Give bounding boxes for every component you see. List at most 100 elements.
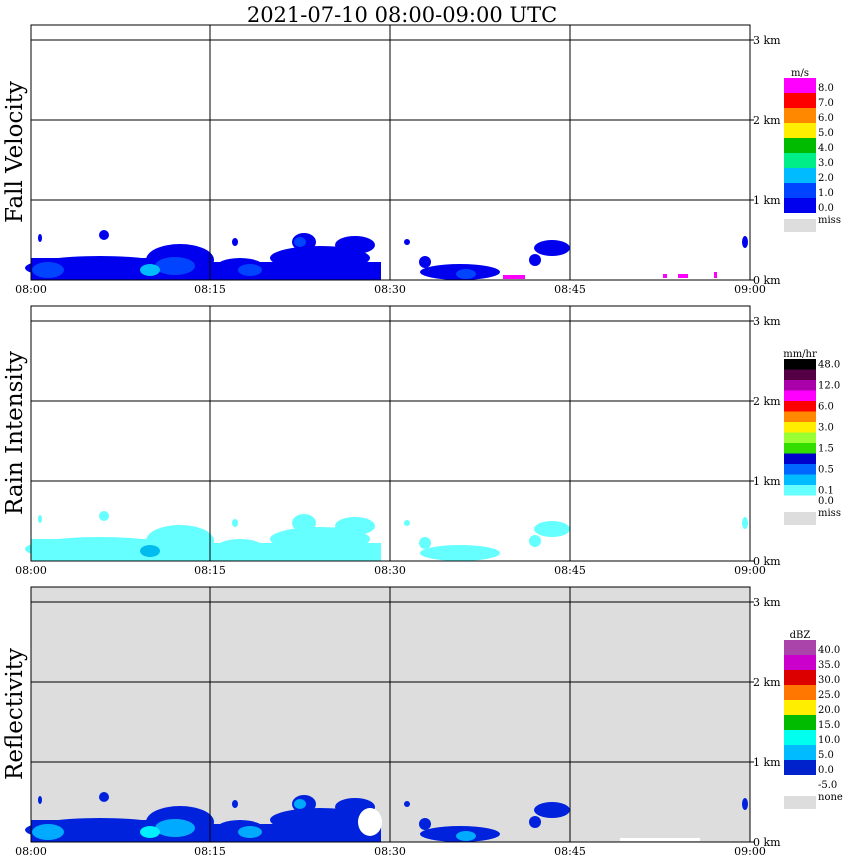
echo-speck	[404, 520, 410, 526]
legend-label: -5.0	[818, 780, 837, 791]
y-tick-label: 3 km	[753, 596, 781, 609]
legend-swatch	[784, 153, 816, 168]
legend-swatch	[784, 464, 816, 475]
echo-blob	[25, 256, 175, 280]
echo-blob	[25, 537, 175, 561]
legend-swatch	[784, 93, 816, 108]
echo-speck	[742, 517, 748, 529]
y-tick-label: 0 km	[753, 274, 781, 287]
legend-label: 10.0	[818, 735, 840, 746]
legend-label: 12.0	[818, 381, 840, 392]
echo-high	[663, 274, 667, 278]
y-tick-label: 2 km	[753, 395, 781, 408]
legend-label: 15.0	[818, 720, 840, 731]
echo-blob	[529, 816, 541, 828]
x-tick-label: 08:45	[554, 564, 586, 577]
echo-field	[25, 792, 748, 842]
legend-swatch	[784, 685, 816, 700]
y-tick-label: 3 km	[753, 34, 781, 47]
legend-label: 30.0	[818, 675, 840, 686]
echo-speck	[38, 234, 42, 242]
legend-swatch	[784, 183, 816, 198]
echo-blob	[534, 240, 570, 256]
echo-core	[140, 264, 160, 276]
echo-core	[238, 545, 262, 557]
x-tick-label: 08:00	[15, 845, 47, 858]
legend-miss-swatch	[784, 796, 816, 809]
y-tick-label: 1 km	[753, 194, 781, 207]
legend-swatch	[784, 401, 816, 412]
x-tick-label: 08:15	[194, 845, 226, 858]
echo-core	[238, 264, 262, 276]
legend-unit: dBZ	[790, 630, 811, 641]
legend-miss-label: miss	[818, 215, 841, 226]
echo-core	[238, 826, 262, 838]
legend-label: 7.0	[818, 98, 834, 109]
y-axis-label: Reflectivity	[2, 648, 28, 780]
legend-swatch	[784, 359, 816, 370]
echo-speck	[99, 511, 109, 521]
legend-unit: m/s	[791, 68, 809, 79]
x-tick-label: 08:45	[554, 845, 586, 858]
legend-miss-label: none	[818, 792, 843, 803]
legend-swatch	[784, 640, 816, 655]
panel-reflectivity: 0 km 1 km 2 km 3 km 08:00 08:15 08:30 08:45 09:0…	[2, 586, 843, 858]
legend-swatch	[784, 78, 816, 93]
echo-core	[155, 819, 195, 837]
legend-label: 20.0	[818, 705, 840, 716]
plot-frame	[30, 305, 751, 562]
echo-core	[32, 543, 64, 559]
echo-speck	[742, 236, 748, 248]
legend-miss-swatch	[784, 512, 816, 525]
grid	[31, 25, 750, 280]
echo-speck	[38, 515, 42, 523]
echo-speck	[232, 238, 238, 246]
echo-core	[294, 237, 306, 247]
x-tick-label: 09:00	[734, 564, 766, 577]
legend-swatch	[784, 760, 816, 775]
legend-miss-swatch	[784, 219, 816, 232]
legend-swatch	[784, 700, 816, 715]
y-tick-label: 2 km	[753, 676, 781, 689]
legend-label: 0.0	[818, 203, 834, 214]
echo-blob	[534, 521, 570, 537]
echo-core	[155, 538, 195, 556]
y-tick-label: 1 km	[753, 475, 781, 488]
echo-blob	[25, 818, 175, 842]
echo-field	[25, 511, 748, 561]
panels: 0 km 1 km 2 km 3 km 08:00 08:15 08:30 08:45 09:0…	[2, 24, 843, 858]
x-tick-label: 09:00	[734, 845, 766, 858]
echo-blob	[419, 256, 431, 268]
legend-swatch	[784, 655, 816, 670]
legend-label: 6.0	[818, 402, 834, 413]
legend-swatch	[784, 495, 816, 506]
x-tick-label: 08:00	[15, 564, 47, 577]
echo-speck	[99, 792, 109, 802]
grid	[31, 587, 750, 842]
x-tick-label: 08:45	[554, 283, 586, 296]
legend-swatch	[784, 775, 816, 790]
y-tick-label: 1 km	[753, 756, 781, 769]
legend-label: 8.0	[818, 83, 834, 94]
legend-label: 1.5	[818, 444, 834, 455]
echo-speck	[404, 801, 410, 807]
legend-swatch	[784, 474, 816, 485]
echo-blob	[335, 517, 375, 535]
legend-label: 4.0	[818, 143, 834, 154]
legend-swatch	[784, 670, 816, 685]
legend-swatch	[784, 485, 816, 496]
panel-fall-velocity: 0 km 1 km 2 km 3 km 08:00 08:15 08:30 08:45 09:0…	[2, 24, 841, 296]
legend-label: 0.5	[818, 465, 834, 476]
legend-swatch	[784, 443, 816, 454]
legend-swatch	[784, 422, 816, 433]
legend-label: 35.0	[818, 660, 840, 671]
y-tick-label: 2 km	[753, 114, 781, 127]
echo-field	[25, 230, 748, 280]
legend-label: 48.0	[818, 360, 840, 371]
legend-swatch	[784, 369, 816, 380]
echo-blob	[419, 537, 431, 549]
legend-swatch	[784, 411, 816, 422]
